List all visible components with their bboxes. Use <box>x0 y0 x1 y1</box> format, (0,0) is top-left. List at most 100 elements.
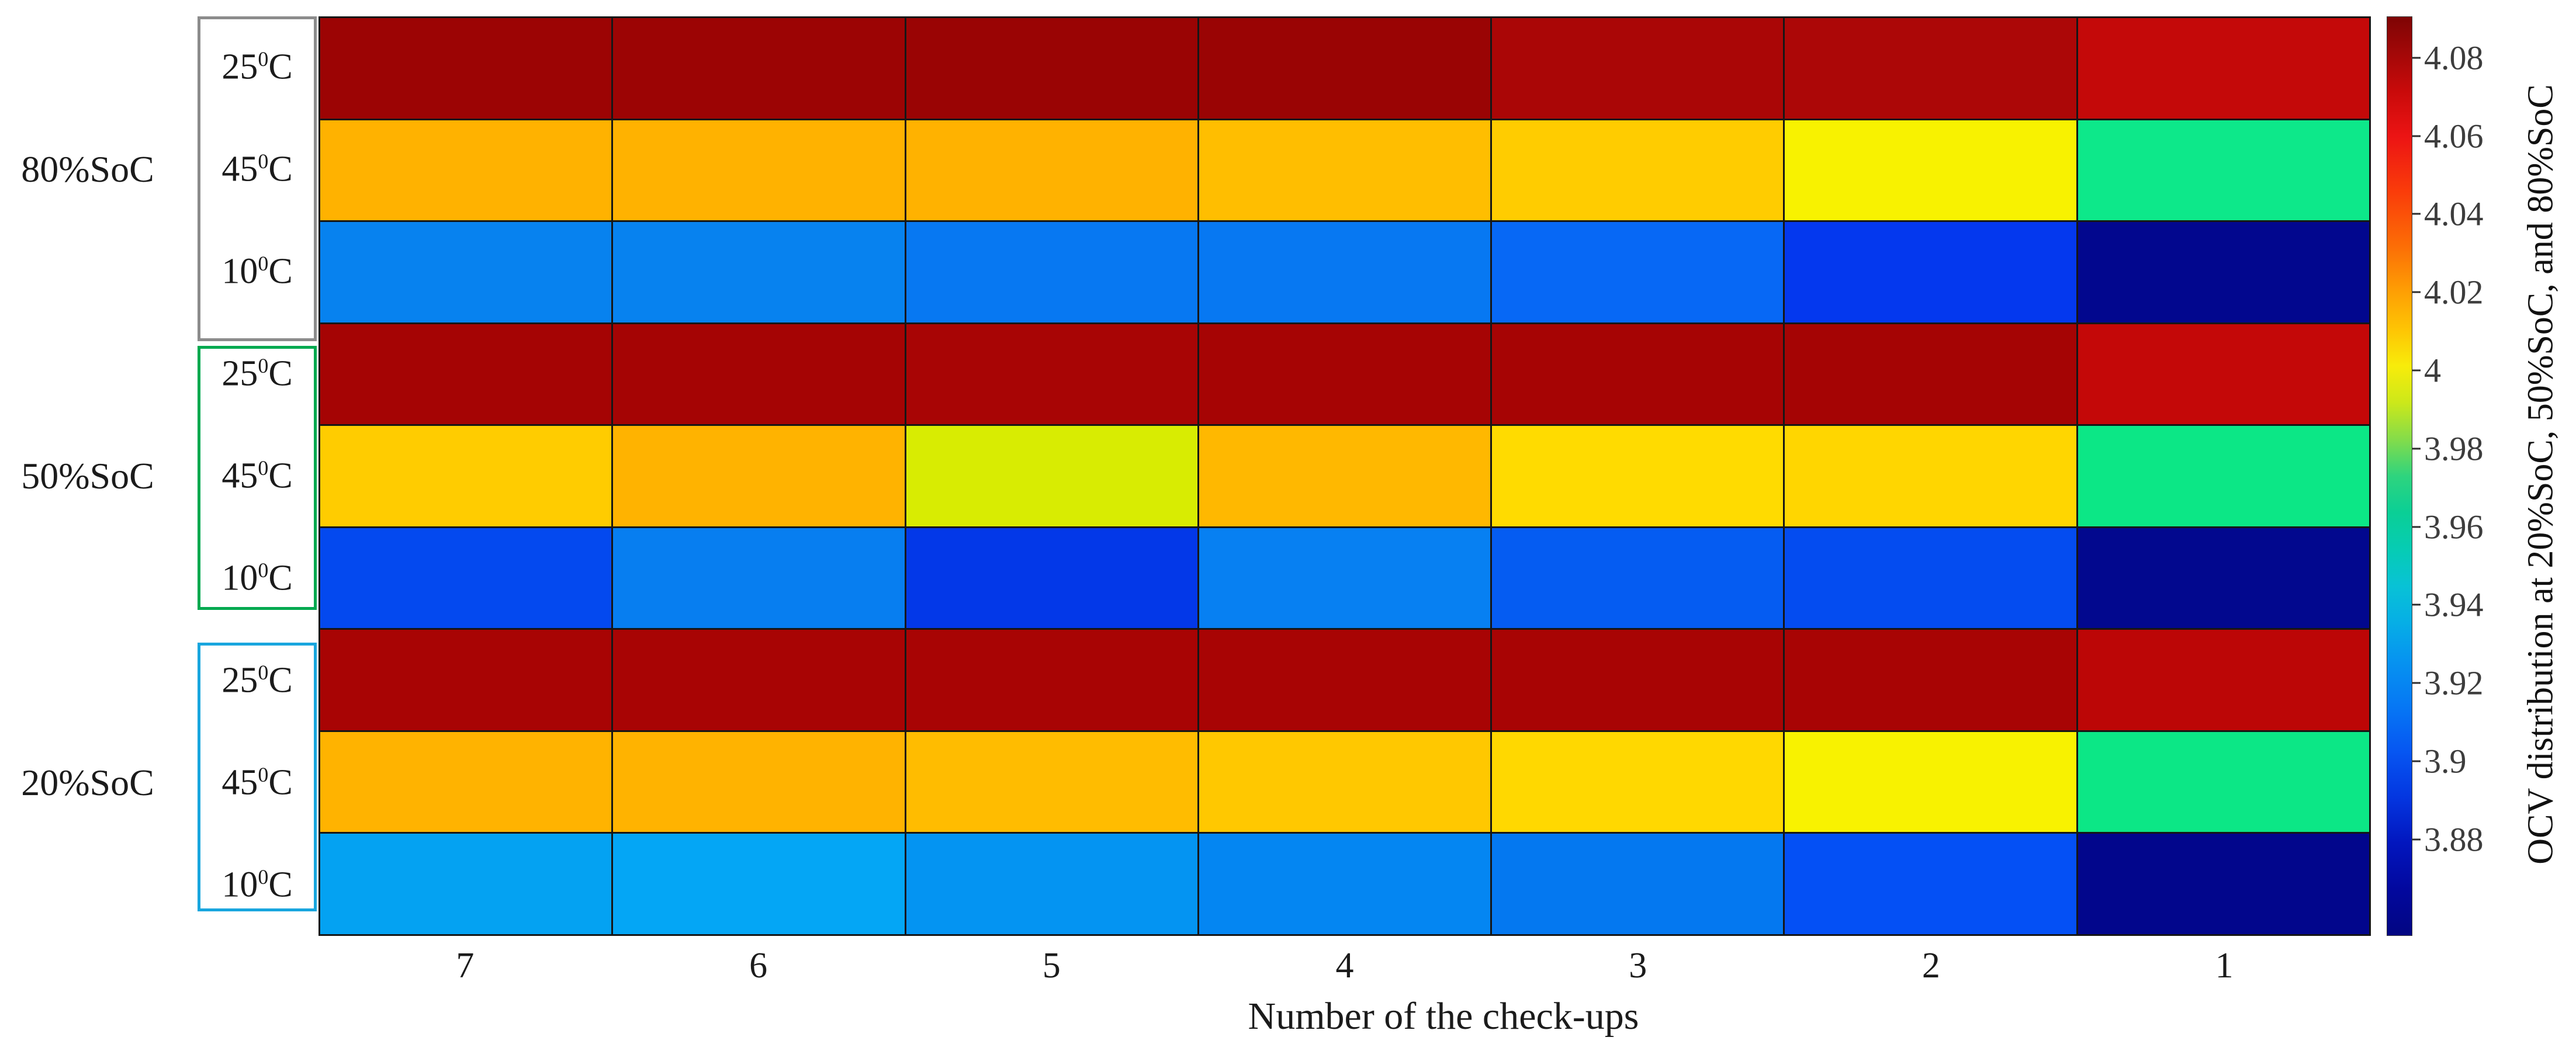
soc-group-label-50: 50%SoC <box>21 455 154 497</box>
soc-group-label-20: 20%SoC <box>21 761 154 803</box>
heatmap-cell-g1-r0-c5 <box>906 324 1197 425</box>
heatmap-cell-g0-r2-c4 <box>1199 222 1491 322</box>
temp-group-box-80 <box>198 16 317 341</box>
colorbar-tick-label-4.08: 4.08 <box>2424 39 2484 77</box>
temp-group-box-50 <box>198 346 317 610</box>
colorbar-tick-mark-4.06 <box>2412 135 2421 137</box>
heatmap-cell-g2-r1-c4 <box>1199 731 1491 832</box>
x-tick-label-2: 2 <box>1921 946 1940 986</box>
heatmap-cell-g1-r2-c5 <box>906 528 1197 629</box>
colorbar-tick-mark-3.98 <box>2412 448 2421 450</box>
colorbar-tick-label-3.96: 3.96 <box>2424 508 2484 546</box>
heatmap-cell-g2-r1-c3 <box>1492 731 1784 832</box>
heatmap-cell-g2-r0-c2 <box>1785 630 2076 730</box>
heatmap-cell-g2-r1-c6 <box>613 731 905 832</box>
temp-label-10C: 100C <box>221 865 293 905</box>
colorbar-title: OCV distribution at 20%SoC, 50%SoC, and … <box>2520 84 2561 865</box>
heatmap-cell-g1-r1-c2 <box>1785 426 2076 526</box>
temp-label-45C: 450C <box>221 456 293 496</box>
heatmap-cell-g0-r1-c5 <box>906 120 1197 221</box>
heatmap-cell-g0-r0-c4 <box>1199 18 1491 119</box>
temp-group-box-20 <box>198 643 317 911</box>
heatmap-cell-g2-r1-c7 <box>320 731 612 832</box>
temp-label-25C: 250C <box>221 47 293 87</box>
heatmap-cell-g1-r0-c2 <box>1785 324 2076 425</box>
heatmap-cell-g2-r0-c3 <box>1492 630 1784 730</box>
heatmap-cell-g2-r1-c1 <box>2078 731 2369 832</box>
heatmap-cell-g2-r0-c6 <box>613 630 905 730</box>
heatmap-cell-g1-r0-c4 <box>1199 324 1491 425</box>
heatmap-cell-g0-r1-c4 <box>1199 120 1491 221</box>
x-tick-label-5: 5 <box>1042 946 1061 986</box>
heatmap-cell-g0-r0-c3 <box>1492 18 1784 119</box>
heatmap-cell-g1-r0-c1 <box>2078 324 2369 425</box>
heatmap-cell-g2-r0-c4 <box>1199 630 1491 730</box>
x-axis-title: Number of the check-ups <box>1248 995 1639 1038</box>
heatmap-cell-g0-r2-c5 <box>906 222 1197 322</box>
colorbar-tick-label-3.98: 3.98 <box>2424 429 2484 468</box>
temp-label-10C: 100C <box>221 251 293 292</box>
colorbar-tick-mark-3.92 <box>2412 682 2421 684</box>
heatmap-grid <box>318 16 2371 936</box>
temp-label-10C: 100C <box>221 558 293 598</box>
colorbar-tick-mark-4 <box>2412 369 2421 372</box>
heatmap-cell-g0-r2-c6 <box>613 222 905 322</box>
heatmap-cell-g1-r1-c7 <box>320 426 612 526</box>
heatmap-cell-g0-r0-c5 <box>906 18 1197 119</box>
heatmap-cell-g1-r1-c6 <box>613 426 905 526</box>
heatmap-cell-g2-r2-c4 <box>1199 834 1491 934</box>
heatmap-cell-g2-r1-c5 <box>906 731 1197 832</box>
heatmap-cell-g0-r1-c3 <box>1492 120 1784 221</box>
temp-label-25C: 250C <box>221 353 293 394</box>
colorbar-tick-mark-3.96 <box>2412 526 2421 528</box>
colorbar-tick-label-3.92: 3.92 <box>2424 664 2484 702</box>
heatmap-cell-g0-r1-c6 <box>613 120 905 221</box>
colorbar-tick-mark-3.88 <box>2412 838 2421 841</box>
heatmap-cell-g0-r2-c1 <box>2078 222 2369 322</box>
heatmap-cell-g0-r1-c2 <box>1785 120 2076 221</box>
colorbar-tick-label-4.06: 4.06 <box>2424 117 2484 155</box>
heatmap-cell-g0-r0-c7 <box>320 18 612 119</box>
colorbar <box>2387 16 2412 936</box>
heatmap-cell-g2-r2-c1 <box>2078 834 2369 934</box>
heatmap-cell-g1-r0-c3 <box>1492 324 1784 425</box>
heatmap-cell-g1-r2-c4 <box>1199 528 1491 629</box>
heatmap-cell-g2-r2-c3 <box>1492 834 1784 934</box>
heatmap-cell-g2-r2-c7 <box>320 834 612 934</box>
temp-label-45C: 450C <box>221 762 293 803</box>
heatmap-cell-g0-r1-c7 <box>320 120 612 221</box>
colorbar-tick-mark-4.04 <box>2412 213 2421 215</box>
heatmap-cell-g1-r1-c4 <box>1199 426 1491 526</box>
heatmap-cell-g2-r1-c2 <box>1785 731 2076 832</box>
heatmap-cell-g2-r2-c5 <box>906 834 1197 934</box>
heatmap-cell-g1-r1-c3 <box>1492 426 1784 526</box>
colorbar-tick-mark-4.02 <box>2412 291 2421 293</box>
temp-label-25C: 250C <box>221 660 293 700</box>
heatmap-cell-g1-r2-c3 <box>1492 528 1784 629</box>
heatmap-cell-g1-r1-c1 <box>2078 426 2369 526</box>
heatmap-cell-g2-r0-c1 <box>2078 630 2369 730</box>
heatmap-cell-g2-r2-c6 <box>613 834 905 934</box>
heatmap-cell-g2-r0-c5 <box>906 630 1197 730</box>
colorbar-tick-label-3.88: 3.88 <box>2424 820 2484 859</box>
heatmap-cell-g0-r0-c6 <box>613 18 905 119</box>
colorbar-tick-mark-3.9 <box>2412 760 2421 762</box>
x-tick-label-4: 4 <box>1335 946 1354 986</box>
x-tick-label-6: 6 <box>749 946 768 986</box>
colorbar-tick-label-4.04: 4.04 <box>2424 195 2484 233</box>
heatmap-cell-g0-r2-c3 <box>1492 222 1784 322</box>
heatmap-cell-g0-r1-c1 <box>2078 120 2369 221</box>
colorbar-tick-mark-4.08 <box>2412 57 2421 59</box>
colorbar-tick-label-3.94: 3.94 <box>2424 585 2484 624</box>
heatmap-cell-g2-r2-c2 <box>1785 834 2076 934</box>
x-tick-label-1: 1 <box>2215 946 2234 986</box>
heatmap-cell-g0-r2-c7 <box>320 222 612 322</box>
heatmap-cell-g1-r2-c6 <box>613 528 905 629</box>
colorbar-tick-label-4.02: 4.02 <box>2424 273 2484 311</box>
colorbar-tick-mark-3.94 <box>2412 603 2421 606</box>
heatmap-cell-g0-r2-c2 <box>1785 222 2076 322</box>
heatmap-cell-g1-r1-c5 <box>906 426 1197 526</box>
heatmap-cell-g1-r2-c7 <box>320 528 612 629</box>
soc-group-label-80: 80%SoC <box>21 148 154 190</box>
